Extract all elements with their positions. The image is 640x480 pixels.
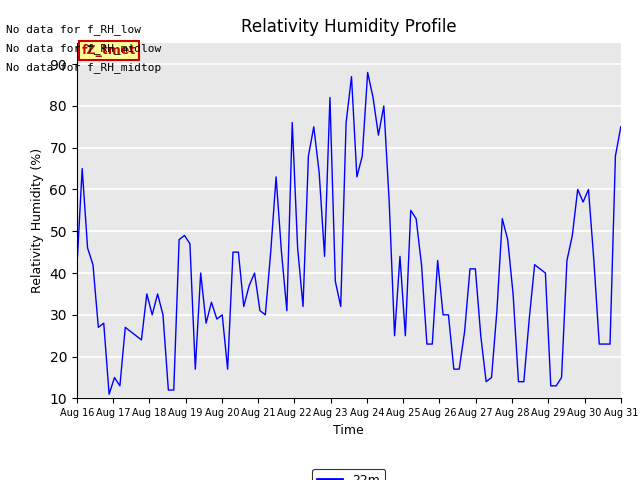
Title: Relativity Humidity Profile: Relativity Humidity Profile: [241, 18, 456, 36]
Y-axis label: Relativity Humidity (%): Relativity Humidity (%): [31, 148, 44, 293]
Text: No data for f_RH_low: No data for f_RH_low: [6, 24, 141, 35]
Legend: 22m: 22m: [312, 468, 385, 480]
Text: fZ_tmet: fZ_tmet: [82, 44, 136, 57]
Text: No data for f_RH_midtop: No data for f_RH_midtop: [6, 62, 162, 73]
Text: No data for f_RH_midlow: No data for f_RH_midlow: [6, 43, 162, 54]
X-axis label: Time: Time: [333, 424, 364, 437]
